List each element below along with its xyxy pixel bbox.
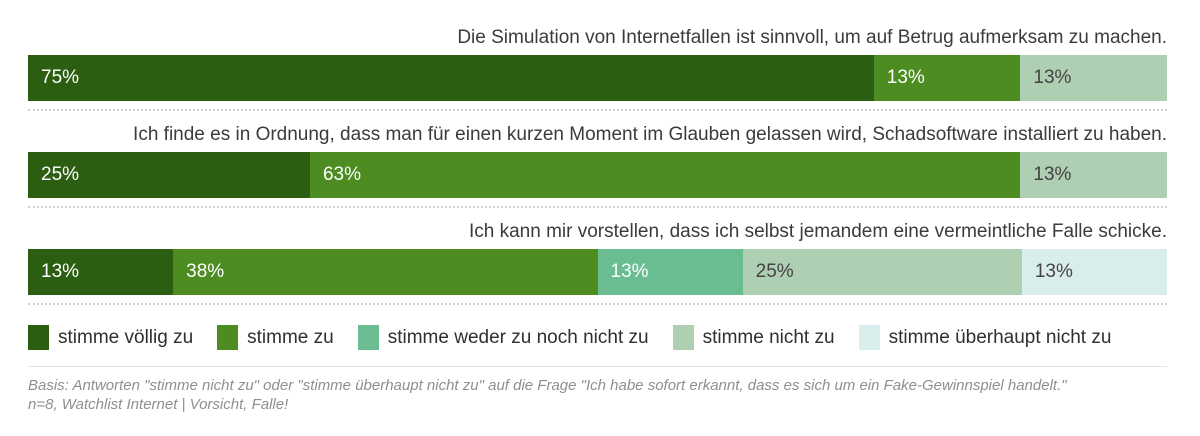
- legend-swatch: [858, 325, 880, 350]
- bar-segment: 25%: [742, 249, 1022, 295]
- bar-segment: 13%: [873, 55, 1021, 101]
- footnote-basis-line: Basis: Antworten "stimme nicht zu" oder …: [28, 377, 1067, 394]
- segment-value-label: 13%: [1033, 164, 1072, 185]
- legend-item: stimme überhaupt nicht zu: [858, 325, 1112, 350]
- segment-value-label: 25%: [41, 164, 80, 185]
- row-separator-dotted-line: [28, 303, 1167, 305]
- legend-item: stimme zu: [217, 325, 334, 350]
- legend-label: stimme zu: [247, 326, 334, 348]
- row-question: Die Simulation von Internetfallen ist si…: [457, 27, 1167, 48]
- legend-item: stimme völlig zu: [28, 325, 193, 350]
- legend-label: stimme überhaupt nicht zu: [888, 326, 1112, 348]
- row-separator-dotted-line: [28, 206, 1167, 208]
- legend-item: stimme weder zu noch nicht zu: [357, 325, 649, 350]
- bar-segment: 13%: [28, 249, 174, 295]
- stacked-bar: 75% 13% 13%: [28, 55, 1168, 101]
- segment-value-label: 13%: [41, 261, 80, 282]
- legend-swatch: [672, 325, 694, 350]
- chart-footnote: Basis: Antworten "stimme nicht zu" oder …: [28, 376, 1167, 414]
- chart-row: Die Simulation von Internetfallen ist si…: [28, 26, 1168, 111]
- segment-value-label: 13%: [1033, 67, 1072, 88]
- legend-swatch: [28, 325, 49, 350]
- chart-rows: Die Simulation von Internetfallen ist si…: [28, 26, 1168, 305]
- legend-label: stimme nicht zu: [702, 326, 835, 348]
- legend-label: stimme weder zu noch nicht zu: [387, 326, 649, 348]
- chart-row: Ich kann mir vorstellen, dass ich selbst…: [28, 220, 1168, 305]
- row-question: Ich finde es in Ordnung, dass man für ei…: [133, 124, 1167, 145]
- segment-value-label: 13%: [610, 261, 649, 282]
- bar-segment: 13%: [1020, 152, 1168, 198]
- footnote-divider: [28, 366, 1167, 367]
- legend-label: stimme völlig zu: [58, 326, 194, 348]
- segment-value-label: 13%: [1034, 261, 1073, 282]
- bar-segment: 13%: [1020, 55, 1168, 101]
- chart-legend: stimme völlig zu stimme zu stimme weder zu…: [28, 325, 1167, 350]
- bar-segment: 25%: [28, 152, 310, 198]
- bar-segment: 38%: [173, 249, 598, 295]
- segment-value-label: 13%: [886, 67, 925, 88]
- stacked-bar-chart: Die Simulation von Internetfallen ist si…: [28, 26, 1168, 414]
- chart-row: Ich finde es in Ordnung, dass man für ei…: [28, 123, 1168, 208]
- bar-segment: 63%: [309, 152, 1021, 198]
- row-question: Ich kann mir vorstellen, dass ich selbst…: [468, 221, 1167, 242]
- stacked-bar: 25% 63% 13%: [28, 152, 1168, 198]
- segment-value-label: 75%: [41, 67, 80, 88]
- footnote-source-line: n=8, Watchlist Internet | Vorsicht, Fall…: [28, 396, 289, 413]
- stacked-bar: 13% 38% 13% 25% 13%: [28, 249, 1168, 295]
- legend-item: stimme nicht zu: [672, 325, 835, 350]
- bar-segment: 75%: [28, 55, 874, 101]
- legend-swatch: [217, 325, 239, 350]
- segment-value-label: 25%: [755, 261, 794, 282]
- bar-segment: 13%: [597, 249, 743, 295]
- row-separator-dotted-line: [28, 109, 1167, 111]
- bar-segment: 13%: [1021, 249, 1168, 295]
- segment-value-label: 38%: [186, 261, 225, 282]
- legend-swatch: [357, 325, 379, 350]
- segment-value-label: 63%: [322, 164, 361, 185]
